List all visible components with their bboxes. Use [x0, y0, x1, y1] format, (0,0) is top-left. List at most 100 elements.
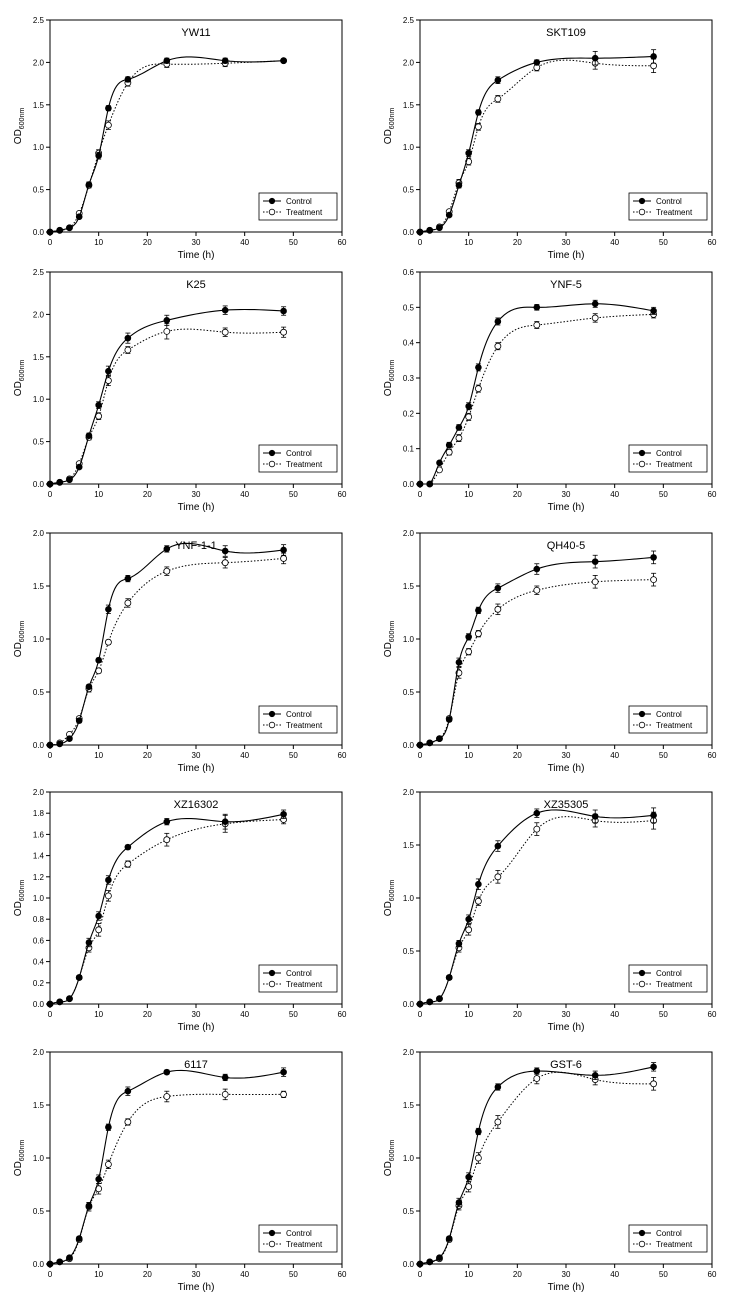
legend-treatment-marker — [638, 980, 646, 988]
control-data-point — [475, 1128, 482, 1135]
treatment-data-point — [105, 1160, 112, 1168]
legend-treatment-label: Treatment — [656, 1240, 693, 1249]
y-tick-label: 0.4 — [33, 958, 45, 967]
x-tick-label: 10 — [464, 751, 473, 760]
chart-panel-10: GST-6 0 10 20 30 40 50 60 0.0 0.5 1.0 1.5 2.0 Time (h… — [383, 1048, 717, 1293]
control-data-point — [85, 939, 93, 946]
y-tick-label: 0.5 — [403, 186, 415, 195]
x-tick-label: 30 — [192, 1270, 201, 1279]
control-data-point — [163, 317, 171, 324]
legend-treatment-label: Treatment — [286, 460, 323, 469]
control-data-point — [591, 813, 599, 820]
y-axis-title-main: OD — [13, 129, 24, 144]
y-tick-label: 1.8 — [33, 809, 45, 818]
chart-title: YNF-5 — [550, 279, 582, 291]
control-data-point — [416, 228, 424, 236]
x-tick-label: 20 — [513, 751, 522, 760]
control-data-point — [475, 109, 482, 116]
treatment-data-point — [533, 321, 541, 329]
x-axis-title: Time (h) — [178, 1282, 215, 1293]
y-tick-label: 1.0 — [403, 143, 415, 152]
treatment-data-point — [95, 412, 103, 420]
treatment-data-point — [95, 926, 103, 934]
x-tick-label: 30 — [192, 490, 201, 499]
legend: Control Treatment — [628, 964, 708, 993]
x-tick-label: 20 — [143, 751, 152, 760]
control-data-point — [465, 1173, 472, 1181]
treatment-data-point — [474, 897, 482, 905]
y-tick-label: 0.5 — [33, 186, 45, 195]
control-data-point — [455, 940, 463, 947]
y-tick-label: 1.0 — [33, 894, 45, 903]
control-data-point — [445, 716, 453, 723]
y-tick-label: 1.5 — [403, 1101, 415, 1110]
legend-control-label: Control — [286, 710, 312, 719]
treatment-data-point — [124, 346, 132, 354]
control-data-point — [95, 912, 102, 920]
x-tick-label: 0 — [418, 1010, 423, 1019]
treatment-data-point — [533, 825, 541, 833]
x-tick-label: 0 — [48, 238, 53, 247]
control-data-point — [533, 565, 541, 573]
chart-title: GST-6 — [550, 1059, 582, 1071]
control-data-point — [591, 1072, 599, 1079]
x-tick-label: 40 — [610, 490, 619, 499]
legend: Control Treatment — [628, 705, 708, 734]
control-series-line — [419, 55, 654, 233]
control-data-point — [465, 633, 472, 641]
control-data-point — [95, 656, 102, 664]
y-axis-title-subscript: 600nm — [19, 621, 26, 643]
control-data-point — [163, 1068, 171, 1076]
legend-control-label: Control — [656, 449, 682, 458]
control-data-point — [455, 659, 463, 666]
treatment-data-point — [465, 413, 473, 421]
control-data-point — [426, 998, 434, 1006]
control-data-point — [85, 1202, 93, 1209]
control-data-point — [46, 228, 54, 236]
y-tick-label: 0.0 — [33, 1260, 45, 1269]
treatment-series-line — [419, 1071, 654, 1265]
y-tick-label: 2.0 — [33, 1048, 45, 1057]
control-data-point — [56, 740, 64, 748]
x-tick-label: 0 — [418, 751, 423, 760]
y-tick-label: 0.5 — [33, 438, 45, 447]
y-tick-label: 2.0 — [33, 310, 45, 319]
x-tick-label: 50 — [659, 1270, 668, 1279]
x-tick-label: 0 — [48, 1010, 53, 1019]
treatment-data-point — [221, 328, 229, 336]
legend-treatment-label: Treatment — [286, 980, 323, 989]
x-tick-label: 10 — [464, 238, 473, 247]
x-tick-label: 40 — [240, 1270, 249, 1279]
legend-control-marker — [638, 449, 646, 457]
control-data-point — [426, 227, 434, 234]
treatment-data-point — [445, 448, 453, 456]
y-tick-label: 1.0 — [33, 635, 45, 644]
y-axis-title-main: OD — [383, 129, 394, 144]
legend-treatment-marker — [268, 1240, 276, 1248]
y-tick-label: 1.5 — [403, 841, 415, 850]
treatment-data-point — [280, 555, 288, 562]
treatment-data-point — [163, 327, 171, 335]
y-tick-label: 0.6 — [403, 268, 415, 277]
x-tick-label: 50 — [289, 238, 298, 247]
chart-panel-6: QH40-5 0 10 20 30 40 50 60 0.0 0.5 1.0 1.5 2.0 Time (… — [383, 529, 717, 774]
legend-box — [628, 192, 708, 221]
x-tick-label: 30 — [192, 238, 201, 247]
y-axis-title-main: OD — [13, 642, 24, 657]
x-axis-title: Time (h) — [178, 763, 215, 774]
treatment-data-point — [221, 559, 229, 567]
control-data-point — [445, 211, 453, 219]
treatment-data-point — [455, 434, 463, 442]
control-data-point — [455, 1199, 463, 1206]
legend-box — [258, 1224, 338, 1253]
x-tick-label: 0 — [418, 1270, 423, 1279]
treatment-data-point — [494, 95, 502, 103]
legend-control-label: Control — [286, 449, 312, 458]
control-data-point — [475, 880, 482, 888]
treatment-data-point — [163, 567, 171, 575]
y-axis-title: OD600nm — [383, 360, 396, 397]
control-data-point — [95, 401, 102, 409]
y-tick-label: 0.0 — [33, 480, 45, 489]
y-axis-title: OD600nm — [383, 1140, 396, 1177]
x-tick-label: 0 — [418, 238, 423, 247]
